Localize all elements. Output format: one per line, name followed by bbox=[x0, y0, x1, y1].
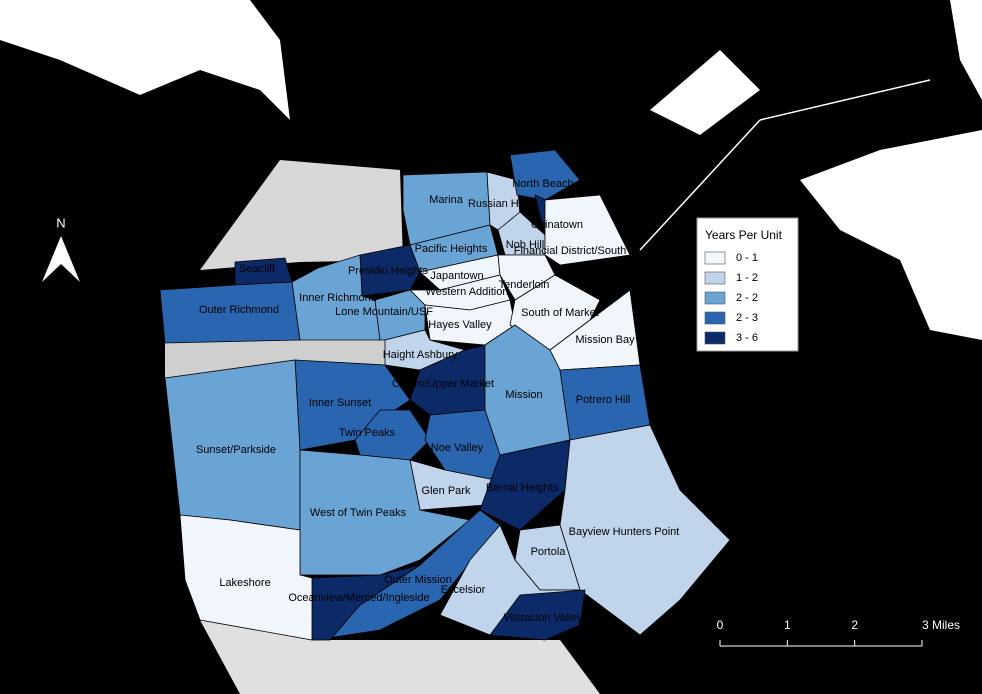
north-label: N bbox=[56, 215, 65, 230]
neighborhood-label: North Beach bbox=[512, 178, 573, 190]
neighborhood-label: Inner Sunset bbox=[309, 397, 371, 409]
neighborhood-label: Bernal Heights bbox=[486, 482, 559, 494]
neighborhood-label: Chinatown bbox=[531, 219, 583, 231]
scale-label: 1 bbox=[784, 618, 791, 632]
golden-gate-park bbox=[165, 340, 385, 378]
legend-box bbox=[696, 217, 799, 352]
scale-label: 2 bbox=[851, 618, 858, 632]
neighborhood-label: Excelsior bbox=[441, 584, 486, 596]
legend-label: 1 - 2 bbox=[736, 272, 758, 284]
neighborhood-label: Russian Hill bbox=[468, 198, 526, 210]
neighborhood bbox=[489, 589, 586, 641]
neighborhood-label: Hayes Valley bbox=[428, 319, 492, 331]
neighborhood-label: Portola bbox=[531, 546, 567, 558]
neighborhood bbox=[544, 194, 631, 266]
neighborhood-label: Mission bbox=[505, 389, 542, 401]
land-island bbox=[650, 50, 760, 135]
neighborhood-label: Pacific Heights bbox=[415, 243, 488, 255]
scale-label: 0 bbox=[717, 618, 724, 632]
neighborhood-label: Outer Mission bbox=[384, 574, 452, 586]
neighborhood-label: Haight Ashbury bbox=[383, 349, 458, 361]
bay-bridge bbox=[759, 79, 931, 121]
presidio bbox=[200, 160, 403, 270]
neighborhood-label: Castro/Upper Market bbox=[392, 378, 494, 390]
neighborhood bbox=[479, 439, 571, 531]
legend-swatch bbox=[704, 311, 726, 325]
legend: Years Per Unit 0 - 1 1 - 2 2 - 2 2 - 3 3 - 6 bbox=[696, 217, 799, 352]
land-north bbox=[0, 0, 290, 120]
neighborhood bbox=[291, 254, 381, 341]
land-east bbox=[800, 130, 982, 340]
neighborhood-label: Outer Richmond bbox=[199, 304, 279, 316]
legend-label: 2 - 3 bbox=[736, 312, 758, 324]
neighborhood-label: Bayview Hunters Point bbox=[569, 526, 680, 538]
legend-label: 3 - 6 bbox=[736, 332, 758, 344]
neighborhood-label: Seacliff bbox=[239, 263, 276, 275]
neighborhood-label: Potrero Hill bbox=[576, 394, 630, 406]
neighborhood-label: Japantown bbox=[430, 270, 483, 282]
legend-label: 2 - 2 bbox=[736, 292, 758, 304]
legend-swatch bbox=[704, 271, 726, 285]
neighborhood-label: Sunset/Parkside bbox=[196, 444, 276, 456]
scale-bar: 0 1 2 3 Miles bbox=[717, 618, 960, 647]
legend-title: Years Per Unit bbox=[705, 228, 783, 242]
neighborhood-label: Inner Richmond bbox=[299, 292, 377, 304]
neighborhood-label: Lakeshore bbox=[219, 577, 270, 589]
neighborhood-label: Oceanview/Merced/Ingleside bbox=[288, 592, 429, 604]
neighborhood-labels: Marina Russian Hill North Beach Chinatown No… bbox=[196, 178, 679, 624]
neighborhood bbox=[559, 424, 731, 636]
neighborhood-label: Mission Bay bbox=[575, 334, 635, 346]
neighborhood-label: Financial District/South bbox=[514, 245, 627, 257]
legend-swatch bbox=[704, 251, 726, 265]
land-east-top bbox=[950, 0, 982, 100]
neighborhood-label: Twin Peaks bbox=[339, 427, 396, 439]
neighborhood-label: Noe Valley bbox=[431, 442, 484, 454]
neighborhood-label: Presidio Heights bbox=[348, 265, 429, 277]
land-south bbox=[200, 620, 600, 694]
neighborhood-label: Tenderloin bbox=[499, 279, 550, 291]
neighborhood-label: West of Twin Peaks bbox=[310, 507, 407, 519]
neighborhood-label: South of Market bbox=[521, 307, 599, 319]
neighborhood-label: Western Addition bbox=[426, 286, 509, 298]
neighborhood-label: Lone Mountain/USF bbox=[335, 306, 433, 318]
north-arrow bbox=[42, 236, 80, 282]
neighborhood bbox=[509, 149, 581, 201]
legend-label: 0 - 1 bbox=[736, 252, 758, 264]
neighborhood-label: Nob Hill bbox=[506, 239, 545, 251]
neighborhood-label: Marina bbox=[429, 194, 464, 206]
neighborhoods bbox=[159, 149, 731, 641]
bay-bridge bbox=[639, 119, 761, 251]
neighborhood-label: Visitacion Valley bbox=[503, 612, 583, 624]
scale-label: 3 Miles bbox=[922, 618, 960, 632]
neighborhood bbox=[179, 514, 313, 641]
legend-swatch bbox=[704, 331, 726, 345]
legend-swatch bbox=[704, 291, 726, 305]
neighborhood-label: Glen Park bbox=[422, 485, 471, 497]
